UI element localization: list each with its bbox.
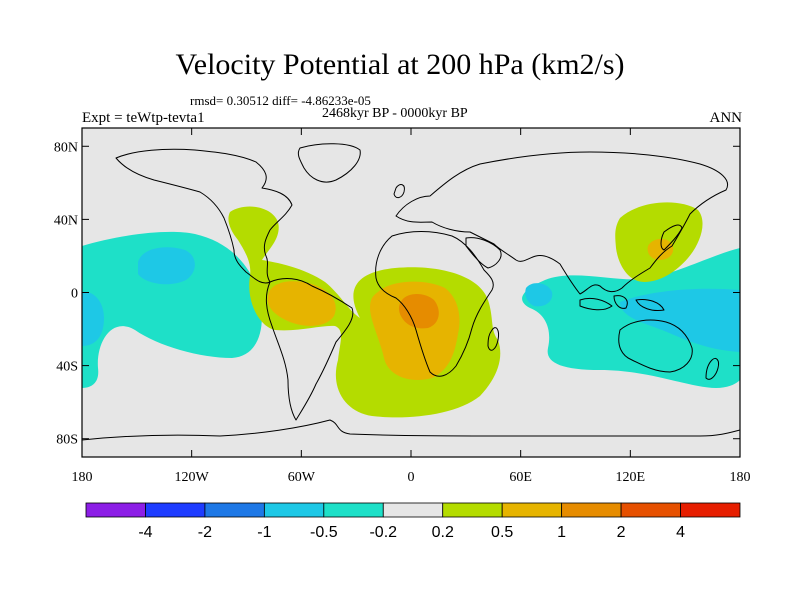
season-label: ANN [709,110,743,126]
colorbar-swatch [501,502,563,518]
x-tick-label: 180 [730,470,751,485]
colorbar-label: 4 [676,524,685,541]
colorbar-swatch [145,502,206,518]
coastline-arabia [465,237,502,269]
y-axis: 80N 40N 0 40S 80S [54,140,740,448]
map-title: Velocity Potential at 200 hPa (km2/s) [175,48,625,81]
coastline-madagascar [487,327,499,351]
stats-line: rmsd= 0.30512 diff= -4.86233e-05 [190,93,371,108]
region-maritime-continent-core [525,283,740,352]
coastline-eurasia [395,151,728,295]
colorbar-label: -0.5 [310,524,338,541]
colorbar-swatch [85,502,146,518]
experiment-label: Expt = teWtp-tevta1 [82,110,205,126]
y-tick-label: 80N [54,140,78,155]
colorbar-label: 0.5 [491,524,513,541]
colorbar-label: 1 [557,524,566,541]
x-axis: 180 120W 60W 0 60E 120E 180 [72,128,751,485]
contour-layer [82,143,740,441]
coastline-layer [82,143,740,441]
colorbar-label: -1 [257,524,271,541]
x-tick-label: 60W [288,470,316,485]
coastline-antarctica [82,419,740,441]
coastline-greenland [297,143,361,183]
region-central-pacific-core [82,247,195,346]
colorbar-swatch [382,502,444,518]
region-amazon-core [267,281,336,326]
colorbar-label: 2 [617,524,626,541]
coastline-japan [660,224,683,251]
colorbar-swatch [263,502,325,518]
colorbar-swatch [620,502,681,518]
coastline-new-zealand [705,357,719,380]
colorbar-label: -0.2 [369,524,397,541]
x-tick-label: 180 [72,470,93,485]
colorbar: -4 -2 -1 -0.5 -0.2 0.2 0.5 1 2 4 [85,502,741,541]
region-east-asia-core [647,238,674,260]
colorbar-swatch [204,502,265,518]
coastline-australia [618,319,693,373]
map-plot-area [81,127,741,458]
colorbar-swatch [561,502,622,518]
x-tick-label: 120E [616,470,646,485]
coastline-indonesia [579,295,665,311]
y-tick-label: 40S [56,360,78,375]
colorbar-label: -4 [138,524,152,541]
y-tick-label: 80S [56,433,78,448]
coastline-uk [393,184,405,199]
region-indo-pacific-negative [522,248,740,388]
colorbar-label: -2 [198,524,212,541]
y-tick-label: 0 [71,287,78,302]
colorbar-label: 0.2 [432,524,454,541]
coastline-north-america [115,148,293,284]
x-tick-label: 0 [408,470,415,485]
colorbar-swatch [442,502,503,518]
colorbar-swatch [323,502,384,518]
region-congo-peak [398,294,439,329]
y-tick-label: 40N [54,213,78,228]
region-central-pacific-negative [82,231,262,388]
period-label: 2468kyr BP - 0000kyr BP [322,106,468,121]
x-tick-label: 120W [175,470,210,485]
x-tick-label: 60E [509,470,532,485]
colorbar-swatch [680,502,741,518]
coastline-south-america [265,278,354,421]
